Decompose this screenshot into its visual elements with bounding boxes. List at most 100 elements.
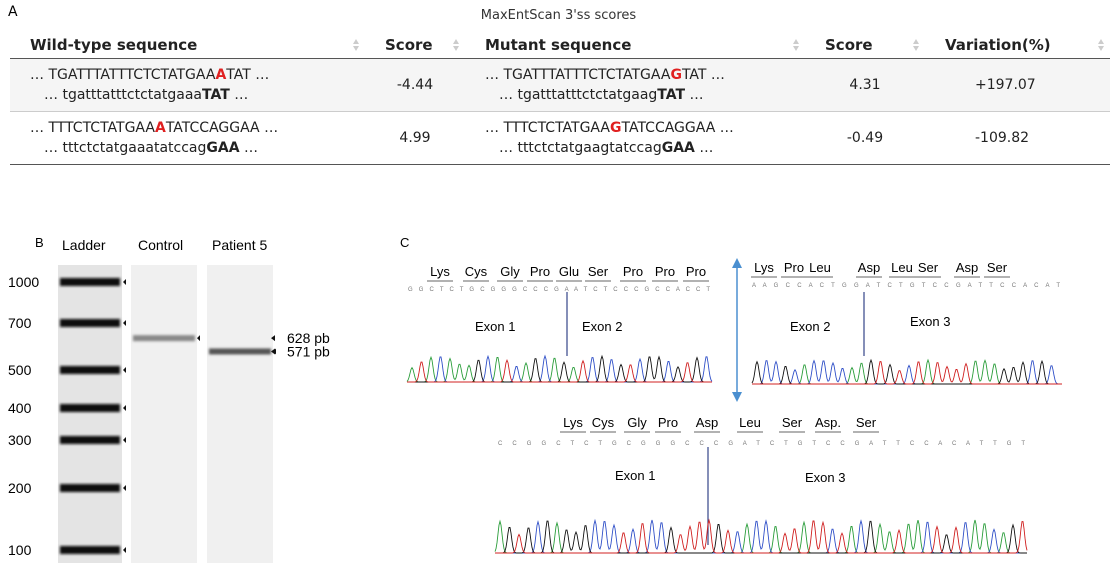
sequence-text: … tttctctatgaagtatccag: [499, 140, 662, 156]
header-text: Mutant sequence: [485, 36, 631, 54]
sequence-line: … tttctctatgaagtatccagGAA …: [485, 138, 785, 158]
sequence-line: … TGATTTATTTCTCTATGAAATAT …: [30, 65, 345, 85]
sequence-cell: … TGATTTATTTCTCTATGAAGTAT …… tgatttatttc…: [465, 59, 805, 112]
sort-icon: [453, 38, 459, 52]
band-pointer: [123, 279, 126, 285]
score-cell: 4.31: [805, 59, 925, 112]
base-calls: G G C T C T G C G G G C C C G A A T C T …: [408, 287, 710, 293]
sequence-text: … tgatttatttctctatgaag: [499, 87, 657, 103]
sample-band: [133, 335, 195, 341]
amino-acid: Lys: [754, 260, 774, 275]
mutated-base: G: [610, 120, 622, 136]
table-row: … TGATTTATTTCTCTATGAAATAT …… tgatttatttc…: [10, 59, 1110, 112]
amino-acid: Asp: [696, 415, 718, 430]
ladder-band: [60, 404, 120, 412]
table-body: … TGATTTATTTCTCTATGAAATAT …… tgatttatttc…: [10, 59, 1110, 165]
base-calls: A A G C C A C T G G A T C T G T C C G A …: [752, 283, 1060, 289]
sequence-text: TATCCAGGAA …: [166, 120, 278, 136]
arrow-head: [732, 258, 742, 268]
mutated-base: A: [155, 120, 166, 136]
sequence-text: …: [230, 87, 248, 103]
arrow-head: [732, 392, 742, 402]
ladder-lane: [58, 265, 122, 563]
amino-acid: Gly: [627, 415, 647, 430]
band-pointer: [123, 547, 126, 553]
ladder-size-label: 500: [8, 362, 32, 378]
sequence-line: … tgatttatttctctatgaagTAT …: [485, 85, 785, 105]
amino-acid: Glu: [559, 264, 579, 279]
header-text: Wild-type sequence: [30, 36, 197, 54]
score-cell: 4.99: [365, 112, 465, 165]
amino-acid: Pro: [530, 264, 550, 279]
amino-acid: Pro: [655, 264, 675, 279]
sample-band: [209, 348, 271, 354]
exon-label: Exon 2: [790, 319, 830, 334]
sequence-text: … TGATTTATTTCTCTATGAA: [485, 67, 670, 83]
band-pointer: [123, 367, 126, 373]
ladder-band: [60, 484, 120, 492]
bold-codon: TAT: [657, 87, 685, 103]
amino-acid: Leu: [891, 260, 913, 275]
table-row: … TTTCTCTATGAAATATCCAGGAA …… tttctctatga…: [10, 112, 1110, 165]
amino-acid: Pro: [623, 264, 643, 279]
exon-label: Exon 3: [805, 470, 845, 485]
ladder-band: [60, 366, 120, 374]
band-pointer: [123, 320, 126, 326]
ladder-size-label: 400: [8, 400, 32, 416]
lane-header: Ladder: [62, 237, 106, 253]
sort-arrows: [1098, 39, 1104, 51]
sequence-text: TATCCAGGAA …: [621, 120, 733, 136]
sequence-text: …: [695, 140, 713, 156]
amino-acid: Cys: [592, 415, 615, 430]
exon-label: Exon 1: [615, 468, 655, 483]
band-pointer: [123, 437, 126, 443]
amino-acid: Asp: [858, 260, 880, 275]
control-lane: [131, 265, 197, 563]
base-calls: C C G G C T C T G C G G G C C C G A T C …: [498, 441, 1025, 447]
amino-acid: Cys: [465, 264, 488, 279]
sequence-line: … TTTCTCTATGAAGTATCCAGGAA …: [485, 118, 785, 138]
variation-cell: -109.82: [925, 112, 1110, 165]
sort-arrows: [453, 39, 459, 51]
table-title: MaxEntScan 3'ss scores: [0, 8, 1117, 23]
figure: {"panel_a":{"label":"A","title":"MaxEntS…: [0, 0, 1117, 563]
amino-acid: Pro: [686, 264, 706, 279]
bold-codon: GAA: [206, 140, 239, 156]
amino-acid: Asp: [956, 260, 978, 275]
amino-acid: Ser: [918, 260, 939, 275]
header-text: Variation(%): [945, 36, 1051, 54]
ladder-size-label: 300: [8, 432, 32, 448]
sequence-cell: … TTTCTCTATGAAGTATCCAGGAA …… tttctctatga…: [465, 112, 805, 165]
sequence-cell: … TGATTTATTTCTCTATGAAATAT …… tgatttatttc…: [10, 59, 365, 112]
patient-lane: [207, 265, 273, 563]
sequence-line: … tgatttatttctctatgaaaTAT …: [30, 85, 345, 105]
amino-acid: Ser: [588, 264, 609, 279]
exon-label: Exon 2: [582, 319, 622, 334]
score-table: Wild-type sequenceScoreMutant sequenceSc…: [10, 32, 1110, 165]
variation-cell: +197.07: [925, 59, 1110, 112]
sequence-text: …: [240, 140, 258, 156]
ladder-band: [60, 546, 120, 554]
exon-label: Exon 3: [910, 314, 950, 329]
amino-acid: Ser: [987, 260, 1008, 275]
chromatogram-trace: [407, 356, 712, 382]
sequence-text: … TTTCTCTATGAA: [485, 120, 610, 136]
amino-acid: Gly: [500, 264, 520, 279]
amino-acid: Lys: [563, 415, 583, 430]
sequence-text: … tttctctatgaaatatccag: [44, 140, 206, 156]
ladder-band: [60, 278, 120, 286]
sort-icon: [793, 38, 799, 52]
lane-header: Control: [138, 237, 183, 253]
score-cell: -4.44: [365, 59, 465, 112]
sequence-text: …: [685, 87, 703, 103]
sequence-text: TAT …: [682, 67, 725, 83]
band-pointer: [123, 485, 126, 491]
band-pointer: [197, 335, 200, 341]
bold-codon: TAT: [202, 87, 230, 103]
sort-icon: [1098, 38, 1104, 52]
amino-acid: Asp.: [815, 415, 841, 430]
header-text: Score: [385, 36, 433, 54]
column-header: Wild-type sequence: [10, 32, 365, 59]
ladder-band: [60, 436, 120, 444]
sequence-line: … tttctctatgaaatatccagGAA …: [30, 138, 345, 158]
